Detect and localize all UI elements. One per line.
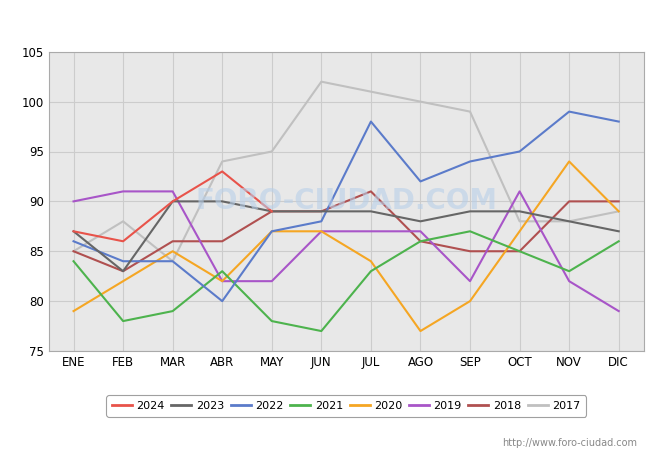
Legend: 2024, 2023, 2022, 2021, 2020, 2019, 2018, 2017: 2024, 2023, 2022, 2021, 2020, 2019, 2018… bbox=[107, 396, 586, 417]
Text: Afiliados en Vara de Rey a 31/5/2024: Afiliados en Vara de Rey a 31/5/2024 bbox=[172, 14, 478, 33]
Text: FORO-CIUDAD.COM: FORO-CIUDAD.COM bbox=[195, 187, 497, 216]
Text: http://www.foro-ciudad.com: http://www.foro-ciudad.com bbox=[502, 438, 637, 448]
